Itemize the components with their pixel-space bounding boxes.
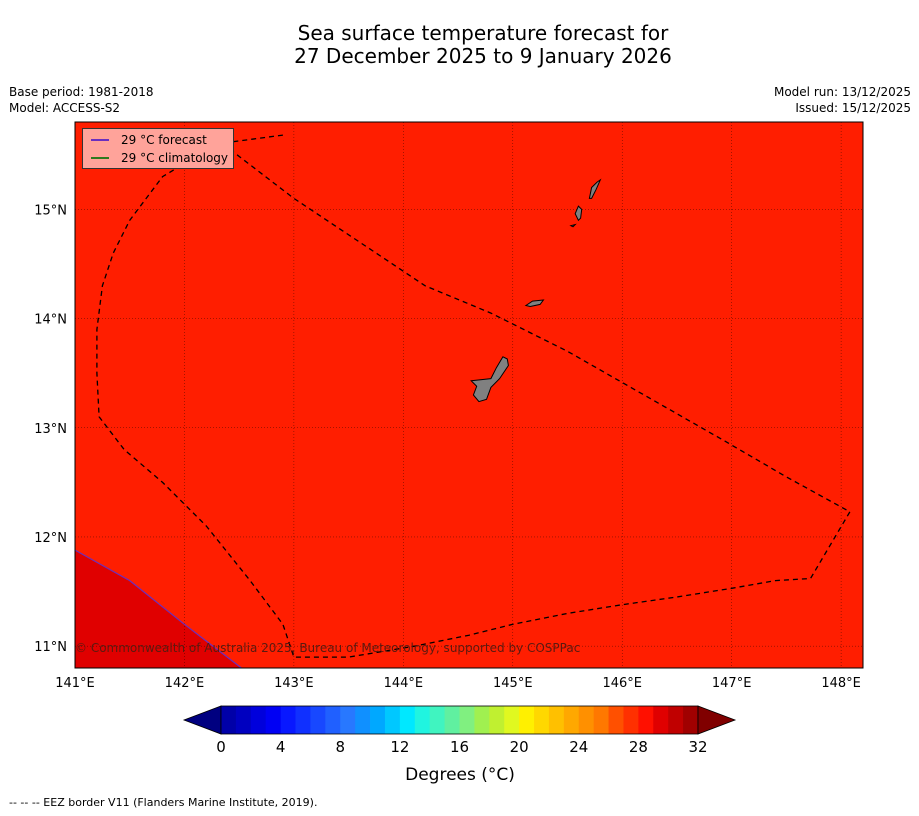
- lon-tick-label: 147°E: [712, 676, 752, 691]
- islands: [470, 178, 602, 403]
- colorbar-bin: [504, 706, 520, 734]
- colorbar-bin: [265, 706, 282, 734]
- lon-tick-label: 146°E: [602, 676, 642, 691]
- colorbar-tick-label: 24: [569, 738, 588, 756]
- colorbar-tick-label: 12: [390, 738, 409, 756]
- island-saipan: [588, 178, 602, 199]
- colorbar-bin: [325, 706, 341, 734]
- colorbar-over-arrow: [697, 705, 737, 735]
- forecast-contour-line: [75, 549, 242, 668]
- colorbar-bins: [220, 705, 699, 735]
- lat-tick-label: 12°N: [34, 531, 67, 546]
- forecast-line-swatch: [91, 139, 109, 141]
- colorbar-bin: [414, 706, 431, 734]
- colorbar-tick-label: 8: [335, 738, 345, 756]
- colorbar-bin: [250, 706, 267, 734]
- colorbar-bin: [638, 706, 654, 734]
- colorbar-bin: [548, 706, 565, 734]
- colorbar-bin: [221, 706, 237, 734]
- copyright-text: © Commonwealth of Australia 2025, Bureau…: [75, 641, 581, 655]
- lat-tick-label: 13°N: [34, 422, 67, 437]
- chart-title: Sea surface temperature forecast for 27 …: [0, 22, 919, 68]
- lon-tick-label: 142°E: [165, 676, 205, 691]
- colorbar-bin: [310, 706, 326, 734]
- legend-forecast-label: 29 °C forecast: [121, 133, 207, 147]
- colorbar-tick-label: 4: [276, 738, 286, 756]
- eez-border-line: [96, 134, 851, 658]
- colorbar-bin: [235, 706, 252, 734]
- island-rota: [524, 299, 545, 308]
- colorbar-tick-label: 0: [216, 738, 226, 756]
- lat-tick-label: 15°N: [34, 203, 67, 218]
- issued-text: Issued: 15/12/2025: [795, 101, 911, 115]
- colorbar-bin: [519, 706, 535, 734]
- lon-tick-label: 143°E: [274, 676, 314, 691]
- colorbar-bin: [355, 706, 371, 734]
- colorbar-bin: [489, 706, 505, 734]
- legend-item-forecast: 29 °C forecast: [83, 132, 207, 148]
- colorbar-bin: [668, 706, 684, 734]
- legend-item-climatology: 29 °C climatology: [83, 150, 228, 166]
- colorbar-bin: [534, 706, 550, 734]
- lat-tick-label: 14°N: [34, 313, 67, 328]
- island-aguijan: [569, 223, 577, 228]
- colorbar-bin: [459, 706, 475, 734]
- base-period-text: Base period: 1981-2018: [9, 85, 154, 99]
- colorbar-bin: [563, 706, 580, 734]
- colorbar-bin: [653, 706, 669, 734]
- eez-footnote: -- -- -- EEZ border V11 (Flanders Marine…: [9, 796, 318, 809]
- title-line-2: 27 December 2025 to 9 January 2026: [294, 44, 672, 68]
- title-line-1: Sea surface temperature forecast for: [297, 21, 669, 45]
- map-background: [75, 122, 863, 668]
- colorbar-bin: [593, 706, 609, 734]
- meta-right: Model run: 13/12/2025 Issued: 15/12/2025: [774, 84, 911, 116]
- colorbar-tick-label: 28: [629, 738, 648, 756]
- meta-left: Base period: 1981-2018 Model: ACCESS-S2: [9, 84, 154, 116]
- colorbar-bin: [474, 706, 490, 734]
- lon-tick-label: 145°E: [493, 676, 533, 691]
- colorbar-bin: [384, 706, 401, 734]
- colorbar-bin: [578, 706, 595, 734]
- lon-tick-label: 141°E: [55, 676, 95, 691]
- colorbar-ticks: 0 4 8 12 16 20 24 28 32: [216, 738, 707, 756]
- colorbar-tick-label: 16: [450, 738, 469, 756]
- colorbar: 0 4 8 12 16 20 24 28 32 Degrees (°C): [182, 705, 737, 785]
- model-run-text: Model run: 13/12/2025: [773, 85, 911, 99]
- colorbar-bin: [429, 706, 445, 734]
- legend-climatology-label: 29 °C climatology: [121, 151, 229, 165]
- latitude-ticks: 15°N 14°N 13°N 12°N 11°N: [34, 203, 67, 655]
- climatology-line-swatch: [91, 157, 109, 159]
- colorbar-bin: [340, 706, 356, 734]
- island-tinian: [574, 205, 583, 222]
- colorbar-label: Degrees (°C): [405, 765, 515, 785]
- warm-zone-fill: [75, 550, 242, 668]
- island-guam: [470, 356, 509, 403]
- colorbar-tick-label: 20: [510, 738, 529, 756]
- colorbar-bin: [444, 706, 460, 734]
- colorbar-bin: [608, 706, 624, 734]
- colorbar-tick-label: 32: [688, 738, 707, 756]
- colorbar-under-arrow: [182, 705, 222, 735]
- model-text: Model: ACCESS-S2: [9, 101, 121, 115]
- lon-tick-label: 148°E: [821, 676, 861, 691]
- gridlines: [75, 122, 863, 668]
- colorbar-bin: [399, 706, 416, 734]
- lon-tick-label: 144°E: [384, 676, 424, 691]
- colorbar-bin: [623, 706, 639, 734]
- colorbar-bin: [683, 706, 699, 734]
- lat-tick-label: 11°N: [34, 640, 67, 655]
- colorbar-bin: [295, 706, 311, 734]
- colorbar-bin: [370, 706, 386, 734]
- map-legend: 29 °C forecast 29 °C climatology: [82, 128, 234, 169]
- longitude-ticks: 141°E 142°E 143°E 144°E 145°E 146°E 147°E 148°E: [55, 676, 861, 691]
- colorbar-bin: [280, 706, 296, 734]
- map-frame: [74, 121, 864, 669]
